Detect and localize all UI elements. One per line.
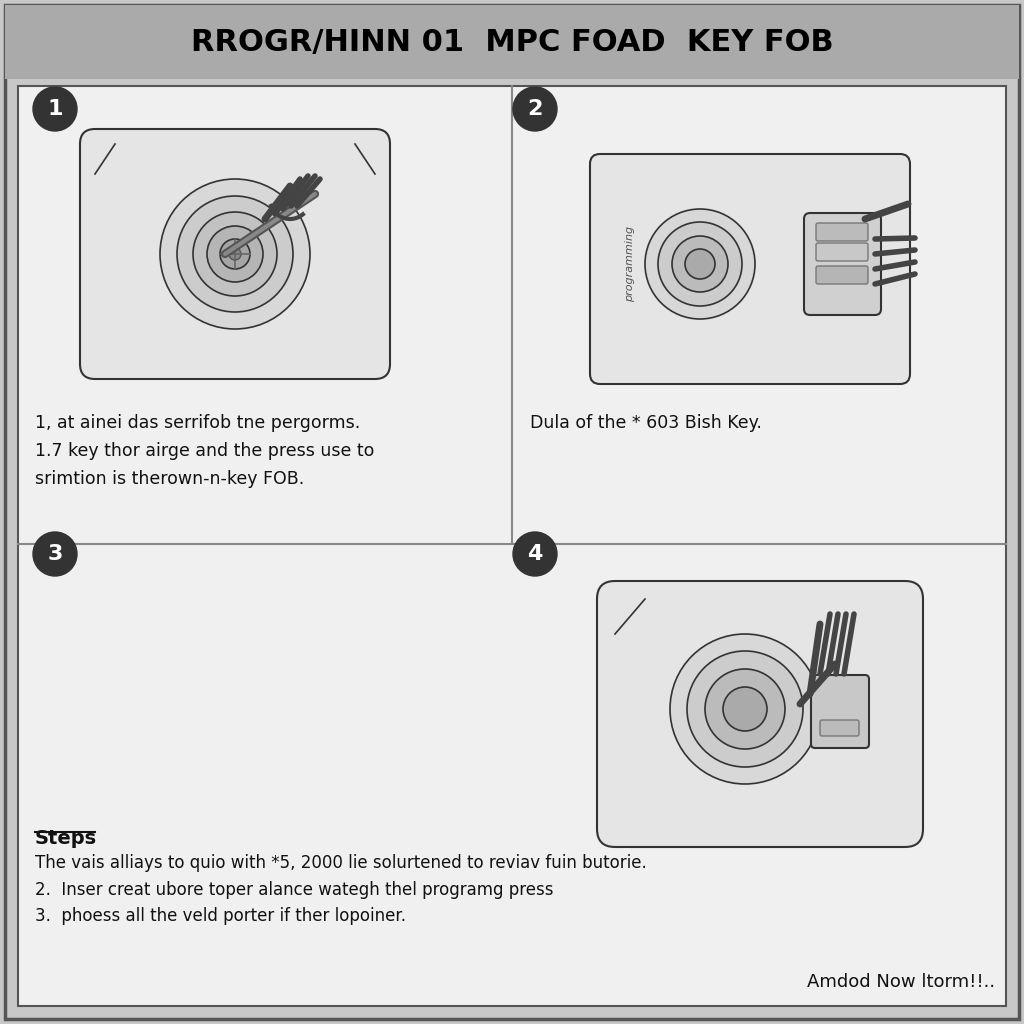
Circle shape bbox=[220, 239, 250, 269]
Circle shape bbox=[33, 87, 77, 131]
Text: 3.  phoess all the veld porter if ther lopoiner.: 3. phoess all the veld porter if ther lo… bbox=[35, 907, 406, 925]
Text: 2.  Inser creat ubore toper alance wategh thel programg press: 2. Inser creat ubore toper alance wategh… bbox=[35, 881, 554, 899]
Circle shape bbox=[670, 634, 820, 784]
Circle shape bbox=[193, 212, 278, 296]
Text: Amdod Now ltorm!!..: Amdod Now ltorm!!.. bbox=[807, 973, 995, 991]
Circle shape bbox=[207, 226, 263, 282]
Circle shape bbox=[513, 532, 557, 575]
FancyBboxPatch shape bbox=[816, 243, 868, 261]
Circle shape bbox=[160, 179, 310, 329]
FancyBboxPatch shape bbox=[18, 86, 1006, 1006]
Circle shape bbox=[687, 651, 803, 767]
Text: The vais alliays to quio with *5, 2000 lie solurtened to reviav fuin butorie.: The vais alliays to quio with *5, 2000 l… bbox=[35, 854, 647, 872]
FancyBboxPatch shape bbox=[816, 266, 868, 284]
Text: 1: 1 bbox=[47, 99, 62, 119]
Text: Dula of the * 603 Bish Key.: Dula of the * 603 Bish Key. bbox=[530, 414, 762, 432]
Circle shape bbox=[177, 196, 293, 312]
Text: programming: programming bbox=[625, 226, 635, 302]
Circle shape bbox=[723, 687, 767, 731]
Text: 1.7 key thor airge and the press use to: 1.7 key thor airge and the press use to bbox=[35, 442, 375, 460]
Text: 1, at ainei das serrifob tne pergorms.: 1, at ainei das serrifob tne pergorms. bbox=[35, 414, 360, 432]
Circle shape bbox=[685, 249, 715, 279]
Circle shape bbox=[658, 222, 742, 306]
FancyBboxPatch shape bbox=[5, 5, 1019, 1019]
Text: Steps: Steps bbox=[35, 829, 97, 848]
FancyBboxPatch shape bbox=[820, 720, 859, 736]
FancyBboxPatch shape bbox=[80, 129, 390, 379]
Text: 3: 3 bbox=[47, 544, 62, 564]
Text: 2: 2 bbox=[527, 99, 543, 119]
FancyBboxPatch shape bbox=[816, 223, 868, 241]
Circle shape bbox=[645, 209, 755, 319]
FancyBboxPatch shape bbox=[811, 675, 869, 748]
FancyBboxPatch shape bbox=[5, 5, 1019, 79]
Circle shape bbox=[513, 87, 557, 131]
Circle shape bbox=[705, 669, 785, 749]
Text: RROGR/HINN 01  MPC FOAD  KEY FOB: RROGR/HINN 01 MPC FOAD KEY FOB bbox=[190, 28, 834, 56]
Circle shape bbox=[229, 248, 241, 260]
FancyBboxPatch shape bbox=[590, 154, 910, 384]
Circle shape bbox=[672, 236, 728, 292]
FancyBboxPatch shape bbox=[597, 581, 923, 847]
Text: 4: 4 bbox=[527, 544, 543, 564]
Text: srimtion is therown-n-key FOB.: srimtion is therown-n-key FOB. bbox=[35, 470, 304, 488]
FancyBboxPatch shape bbox=[804, 213, 881, 315]
Circle shape bbox=[33, 532, 77, 575]
